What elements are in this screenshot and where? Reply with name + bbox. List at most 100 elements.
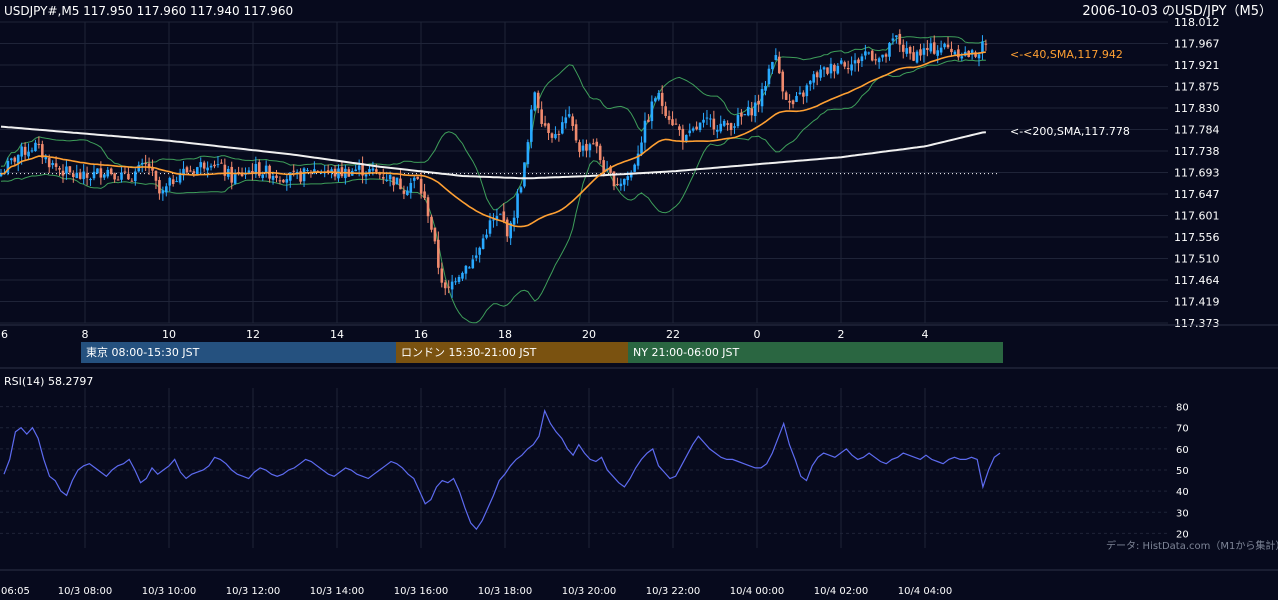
candle-body [674, 123, 678, 125]
candle-body [740, 112, 743, 117]
candle-body [905, 48, 908, 54]
candle-body [237, 172, 240, 174]
candle-body [257, 162, 261, 176]
candle-body [89, 179, 92, 181]
candle-body [419, 178, 423, 194]
session-london: ロンドン 15:30-21:00 JST [396, 342, 628, 363]
candle-body [161, 190, 165, 194]
candle-body [753, 102, 757, 117]
candle-body [385, 179, 388, 181]
candle-body [175, 181, 178, 183]
candle-body [516, 193, 519, 218]
price-x-tick-label: 16 [414, 328, 428, 341]
candle-body [530, 109, 533, 142]
candle-body [643, 120, 647, 143]
candle-body [454, 281, 457, 283]
candle-body [726, 123, 729, 125]
candle-body [395, 177, 399, 185]
candle-body [619, 183, 623, 187]
candle-body [406, 190, 409, 196]
candle-body [984, 43, 988, 45]
price-x-tick-label: 20 [582, 328, 596, 341]
candle-body [505, 219, 509, 237]
candle-body [288, 172, 292, 181]
candle-body [330, 169, 333, 172]
candle-body [443, 282, 447, 289]
price-tick-label: 117.647 [1174, 188, 1220, 201]
bollinger-upper-line [0, 36, 987, 211]
candle-body [864, 51, 867, 56]
candle-body [581, 145, 585, 151]
candle-body [808, 80, 812, 85]
candle-body [299, 171, 302, 182]
candle-body [388, 174, 392, 180]
candle-body [616, 184, 619, 186]
candle-body [729, 123, 733, 131]
candle-body [888, 42, 891, 57]
candle-body [657, 92, 661, 100]
candle-body [426, 197, 430, 217]
candle-body [192, 171, 196, 174]
candle-body [777, 56, 781, 74]
candle-body [123, 171, 127, 173]
candle-body [368, 169, 371, 173]
candle-body [912, 52, 915, 61]
candle-body [926, 47, 929, 50]
chart-title: 2006-10-03 のUSD/JPY（M5） [1082, 4, 1272, 19]
candle-body [213, 164, 216, 167]
candle-body [461, 272, 464, 279]
candle-body [664, 106, 667, 116]
candle-body [802, 92, 805, 97]
candle-body [16, 154, 20, 164]
candle-body [533, 92, 537, 111]
candle-body [743, 114, 747, 116]
candle-body [168, 177, 172, 186]
candle-body [158, 180, 161, 194]
candle-body [492, 219, 495, 221]
candle-body [592, 143, 595, 145]
rsi-tick-label: 80 [1176, 403, 1189, 414]
candle-body [464, 265, 468, 274]
time-x-tick-label: 06:05 [1, 586, 30, 597]
candle-body [564, 117, 568, 124]
candle-body [932, 42, 936, 54]
candle-body [103, 174, 106, 178]
rsi-tick-label: 20 [1176, 529, 1189, 540]
candle-body [691, 128, 695, 131]
candle-body [285, 179, 289, 183]
candle-body [788, 100, 791, 103]
price-x-tick-label: 12 [246, 328, 260, 341]
candle-body [833, 64, 836, 72]
candle-body [702, 119, 705, 123]
candle-body [547, 123, 550, 133]
candle-body [30, 150, 34, 152]
candle-body [412, 177, 416, 181]
candle-body [684, 134, 688, 142]
candle-body [171, 179, 175, 184]
candle-body [957, 49, 960, 58]
candle-body [836, 65, 840, 74]
candle-body [58, 168, 61, 170]
candle-body [681, 128, 685, 142]
candle-body [41, 144, 44, 158]
price-tick-label: 117.875 [1174, 81, 1220, 94]
price-x-tick-label: 18 [498, 328, 512, 341]
candle-body [815, 72, 819, 78]
candle-body [746, 106, 750, 116]
candle-body [585, 143, 588, 151]
candle-body [722, 120, 726, 126]
time-x-tick-label: 10/3 08:00 [58, 586, 112, 597]
candle-body [189, 170, 192, 172]
time-x-tick-label: 10/3 12:00 [226, 586, 280, 597]
candle-body [447, 286, 450, 288]
candle-body [829, 63, 833, 74]
candle-body [127, 173, 130, 180]
price-tick-label: 117.556 [1174, 231, 1220, 244]
candle-body [540, 109, 543, 124]
candle-body [974, 52, 977, 57]
candle-body [340, 167, 344, 177]
candle-body [660, 92, 664, 106]
bollinger-lower-line [0, 59, 986, 324]
candle-body [502, 211, 506, 221]
candle-body [72, 173, 75, 177]
